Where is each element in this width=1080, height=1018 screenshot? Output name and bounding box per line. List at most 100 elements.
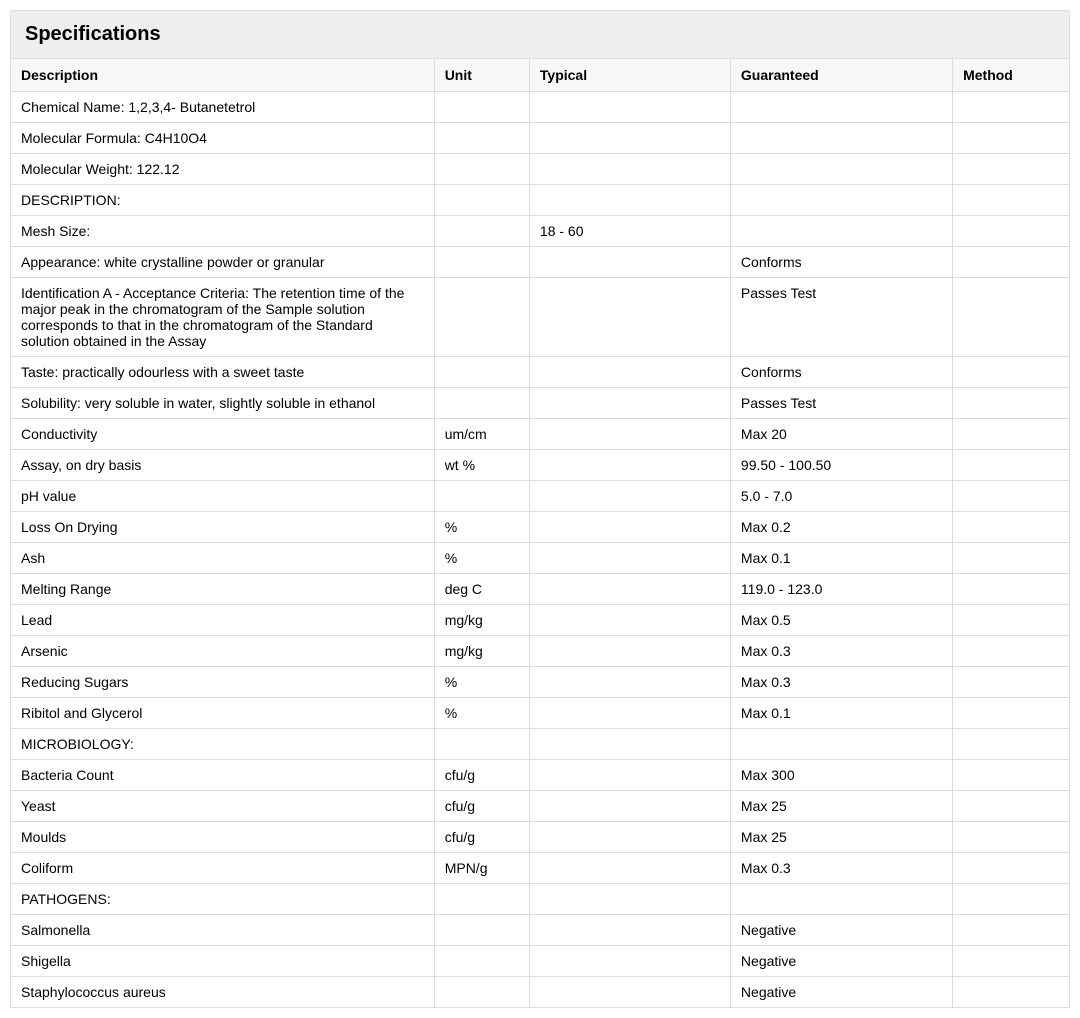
cell-guaranteed (730, 185, 952, 216)
cell-guaranteed: Max 300 (730, 760, 952, 791)
cell-guaranteed (730, 216, 952, 247)
cell-guaranteed (730, 92, 952, 123)
cell-typical (529, 388, 730, 419)
table-row: Melting Rangedeg C119.0 - 123.0 (11, 574, 1069, 605)
cell-unit: mg/kg (434, 636, 529, 667)
table-body: Chemical Name: 1,2,3,4- ButanetetrolMole… (11, 92, 1069, 1008)
cell-method (953, 216, 1069, 247)
cell-unit (434, 915, 529, 946)
cell-description: Solubility: very soluble in water, sligh… (11, 388, 434, 419)
cell-description: Bacteria Count (11, 760, 434, 791)
cell-method (953, 667, 1069, 698)
cell-typical (529, 450, 730, 481)
cell-typical (529, 822, 730, 853)
cell-method (953, 512, 1069, 543)
col-header-description: Description (11, 59, 434, 92)
cell-unit (434, 977, 529, 1008)
table-row: Mesh Size: 18 - 60 (11, 216, 1069, 247)
cell-unit (434, 481, 529, 512)
table-row: Solubility: very soluble in water, sligh… (11, 388, 1069, 419)
cell-description: Ribitol and Glycerol (11, 698, 434, 729)
cell-guaranteed: Max 0.3 (730, 636, 952, 667)
cell-typical: 18 - 60 (529, 216, 730, 247)
col-header-typical: Typical (529, 59, 730, 92)
table-row: Conductivityum/cmMax 20 (11, 419, 1069, 450)
cell-guaranteed: Passes Test (730, 388, 952, 419)
cell-method (953, 388, 1069, 419)
cell-typical (529, 92, 730, 123)
cell-unit: % (434, 512, 529, 543)
cell-unit (434, 729, 529, 760)
cell-unit: cfu/g (434, 760, 529, 791)
table-row: ShigellaNegative (11, 946, 1069, 977)
cell-guaranteed: Max 0.1 (730, 698, 952, 729)
cell-description: Assay, on dry basis (11, 450, 434, 481)
cell-typical (529, 185, 730, 216)
cell-description: MICROBIOLOGY: (11, 729, 434, 760)
cell-description: Ash (11, 543, 434, 574)
table-row: Mouldscfu/gMax 25 (11, 822, 1069, 853)
cell-guaranteed: Negative (730, 946, 952, 977)
cell-description: Yeast (11, 791, 434, 822)
cell-description: Loss On Drying (11, 512, 434, 543)
cell-method (953, 977, 1069, 1008)
col-header-method: Method (953, 59, 1069, 92)
cell-description: Molecular Weight: 122.12 (11, 154, 434, 185)
cell-method (953, 481, 1069, 512)
cell-typical (529, 278, 730, 357)
specifications-table: Description Unit Typical Guaranteed Meth… (11, 59, 1069, 1007)
table-row: Taste: practically odourless with a swee… (11, 357, 1069, 388)
table-row: Ribitol and Glycerol%Max 0.1 (11, 698, 1069, 729)
cell-typical (529, 946, 730, 977)
cell-guaranteed: Max 0.1 (730, 543, 952, 574)
cell-guaranteed: Max 0.2 (730, 512, 952, 543)
cell-description: PATHOGENS: (11, 884, 434, 915)
cell-typical (529, 698, 730, 729)
col-header-unit: Unit (434, 59, 529, 92)
cell-description: Mesh Size: (11, 216, 434, 247)
specifications-panel: Specifications Description Unit Typical … (10, 10, 1070, 1008)
cell-guaranteed: Max 20 (730, 419, 952, 450)
cell-method (953, 946, 1069, 977)
cell-method (953, 450, 1069, 481)
cell-description: Staphylococcus aureus (11, 977, 434, 1008)
cell-guaranteed (730, 729, 952, 760)
cell-unit: % (434, 667, 529, 698)
table-row: Staphylococcus aureusNegative (11, 977, 1069, 1008)
cell-typical (529, 605, 730, 636)
cell-unit (434, 154, 529, 185)
cell-typical (529, 760, 730, 791)
cell-guaranteed: 119.0 - 123.0 (730, 574, 952, 605)
cell-guaranteed: Max 0.5 (730, 605, 952, 636)
cell-method (953, 605, 1069, 636)
cell-unit (434, 123, 529, 154)
cell-typical (529, 543, 730, 574)
cell-typical (529, 123, 730, 154)
cell-typical (529, 574, 730, 605)
cell-method (953, 543, 1069, 574)
cell-typical (529, 481, 730, 512)
table-row: pH value5.0 - 7.0 (11, 481, 1069, 512)
cell-method (953, 154, 1069, 185)
cell-description: Melting Range (11, 574, 434, 605)
cell-typical (529, 853, 730, 884)
cell-method (953, 357, 1069, 388)
cell-unit: cfu/g (434, 822, 529, 853)
table-row: DESCRIPTION: (11, 185, 1069, 216)
cell-unit: % (434, 543, 529, 574)
cell-method (953, 123, 1069, 154)
cell-unit: um/cm (434, 419, 529, 450)
cell-description: Taste: practically odourless with a swee… (11, 357, 434, 388)
table-row: MICROBIOLOGY: (11, 729, 1069, 760)
table-row: Reducing Sugars%Max 0.3 (11, 667, 1069, 698)
cell-description: Arsenic (11, 636, 434, 667)
cell-description: Lead (11, 605, 434, 636)
cell-method (953, 185, 1069, 216)
cell-method (953, 822, 1069, 853)
cell-description: Appearance: white crystalline powder or … (11, 247, 434, 278)
cell-guaranteed: 99.50 - 100.50 (730, 450, 952, 481)
cell-method (953, 247, 1069, 278)
table-row: Identification A - Acceptance Criteria: … (11, 278, 1069, 357)
cell-unit (434, 185, 529, 216)
cell-description: Coliform (11, 853, 434, 884)
